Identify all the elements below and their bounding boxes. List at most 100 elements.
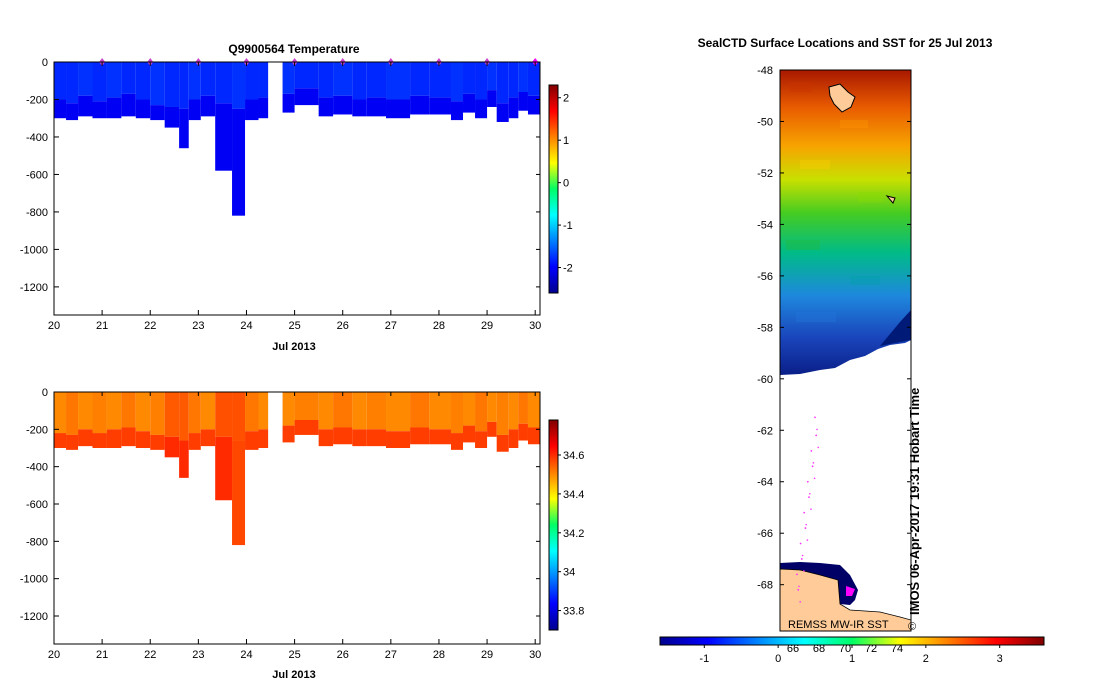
x-tick-label: 24 bbox=[240, 649, 252, 661]
data-cell bbox=[245, 62, 259, 100]
y-tick-label: -1000 bbox=[20, 574, 48, 586]
salinity-colorbar-ticks: 33.8 34 34.2 34.4 34.6 bbox=[558, 450, 584, 618]
profile-column bbox=[215, 62, 233, 171]
data-cell bbox=[333, 95, 353, 115]
profile-column bbox=[215, 392, 233, 501]
lat-tick-label: -54 bbox=[757, 219, 773, 231]
profile-column bbox=[410, 62, 430, 115]
data-cell bbox=[54, 62, 67, 100]
y-tick-label: -1000 bbox=[20, 244, 48, 256]
data-cell bbox=[164, 62, 180, 107]
y-tick-label: 0 bbox=[42, 57, 48, 69]
data-cell bbox=[78, 62, 93, 96]
data-cell bbox=[386, 431, 411, 448]
fahrenheit-tick-label: 70 bbox=[839, 643, 851, 655]
data-cell bbox=[518, 62, 528, 92]
data-cell bbox=[232, 108, 246, 216]
colorbar-tick-label: 2 bbox=[563, 93, 569, 105]
profile-column bbox=[318, 62, 334, 117]
track-point bbox=[801, 554, 804, 557]
profile-column bbox=[188, 62, 201, 121]
data-cell bbox=[318, 62, 334, 98]
ice-edge-band bbox=[880, 310, 911, 346]
sst-colorbar-tick-label: 0 bbox=[775, 653, 781, 665]
temperature-panel: Q9900564 Temperature 20 21 22 23 24 25 26 27 28 2… bbox=[20, 42, 573, 353]
track-point bbox=[817, 446, 819, 449]
data-cell bbox=[294, 392, 319, 420]
track-point bbox=[797, 588, 800, 591]
x-tick-label: 29 bbox=[481, 320, 493, 332]
data-cell bbox=[386, 99, 411, 119]
profile-column bbox=[294, 62, 319, 106]
colorbar-tick-label: 34.6 bbox=[563, 450, 584, 462]
profile-column bbox=[245, 392, 259, 450]
data-cell bbox=[352, 62, 367, 100]
data-cell bbox=[164, 392, 180, 437]
data-cell bbox=[496, 62, 509, 104]
salinity-xlabel: Jul 2013 bbox=[272, 669, 315, 681]
lat-tick-label: -56 bbox=[757, 271, 773, 283]
data-cell bbox=[487, 392, 497, 422]
data-cell bbox=[463, 93, 476, 113]
fahrenheit-tick-label: 66 bbox=[787, 643, 799, 655]
profile-column bbox=[106, 62, 122, 119]
temperature-title: Q9900564 Temperature bbox=[228, 42, 360, 56]
data-cell bbox=[333, 392, 353, 428]
colorbar-tick-label: 34.4 bbox=[563, 489, 584, 501]
data-cell bbox=[496, 103, 509, 122]
data-cell bbox=[318, 429, 334, 447]
profile-column bbox=[527, 62, 540, 115]
data-cell bbox=[92, 62, 107, 102]
data-cell bbox=[188, 99, 201, 121]
sst-colorbar-ticks: -1 0 1 2 3 66 68 70 72 74 bbox=[699, 643, 1002, 665]
data-cell bbox=[410, 427, 430, 445]
data-cell bbox=[245, 392, 259, 432]
track-point bbox=[814, 416, 816, 419]
profile-column bbox=[496, 62, 509, 122]
data-cell bbox=[366, 392, 387, 430]
data-cell bbox=[215, 392, 233, 437]
data-cell bbox=[496, 434, 509, 452]
data-cell bbox=[527, 95, 540, 115]
track-point bbox=[810, 508, 812, 510]
profile-column bbox=[188, 392, 201, 450]
profile-column bbox=[150, 392, 165, 450]
y-tick-label: -400 bbox=[26, 132, 48, 144]
data-cell bbox=[232, 62, 246, 109]
data-cell bbox=[508, 97, 519, 119]
data-cell bbox=[410, 62, 430, 96]
temperature-cells bbox=[54, 62, 540, 216]
sst-colorbar-tick-label: 1 bbox=[849, 653, 855, 665]
profile-column bbox=[135, 62, 151, 119]
data-cell bbox=[527, 392, 540, 428]
fahrenheit-tick-label: 68 bbox=[813, 643, 825, 655]
salinity-axes-frame bbox=[53, 391, 541, 645]
data-cell bbox=[66, 103, 79, 121]
profile-column bbox=[487, 392, 497, 437]
x-tick-label: 29 bbox=[481, 649, 493, 661]
data-cell bbox=[78, 95, 93, 117]
profile-column bbox=[527, 392, 540, 445]
profile-column bbox=[386, 392, 411, 448]
profile-column bbox=[410, 392, 430, 445]
salinity-panel: 20 21 22 23 24 25 26 27 28 29 30 0 -200 -400 -600 -800 -… bbox=[20, 387, 585, 681]
profile-column bbox=[475, 392, 488, 448]
data-cell bbox=[386, 392, 411, 432]
x-tick-label: 23 bbox=[192, 649, 204, 661]
temperature-ticks: 20 21 22 23 24 25 26 27 28 29 30 0 -200 -400 -600 -800 -… bbox=[20, 57, 541, 332]
profile-column bbox=[463, 392, 476, 443]
profile-column bbox=[366, 392, 387, 447]
data-cell bbox=[496, 392, 509, 435]
track-point bbox=[808, 496, 810, 499]
track-point bbox=[811, 465, 814, 468]
data-cell bbox=[450, 62, 464, 102]
map-lat-ticks: -48 -50 -52 -54 -56 -58 -60 -62 -64 -66 -68 bbox=[757, 65, 911, 592]
lat-tick-label: -52 bbox=[757, 168, 773, 180]
profile-column bbox=[366, 62, 387, 117]
y-tick-label: -600 bbox=[26, 169, 48, 181]
track-point bbox=[799, 542, 802, 545]
data-cell bbox=[508, 429, 519, 448]
track-point bbox=[815, 434, 818, 437]
data-cell bbox=[200, 392, 216, 430]
colorbar-tick-label: -2 bbox=[563, 263, 573, 275]
